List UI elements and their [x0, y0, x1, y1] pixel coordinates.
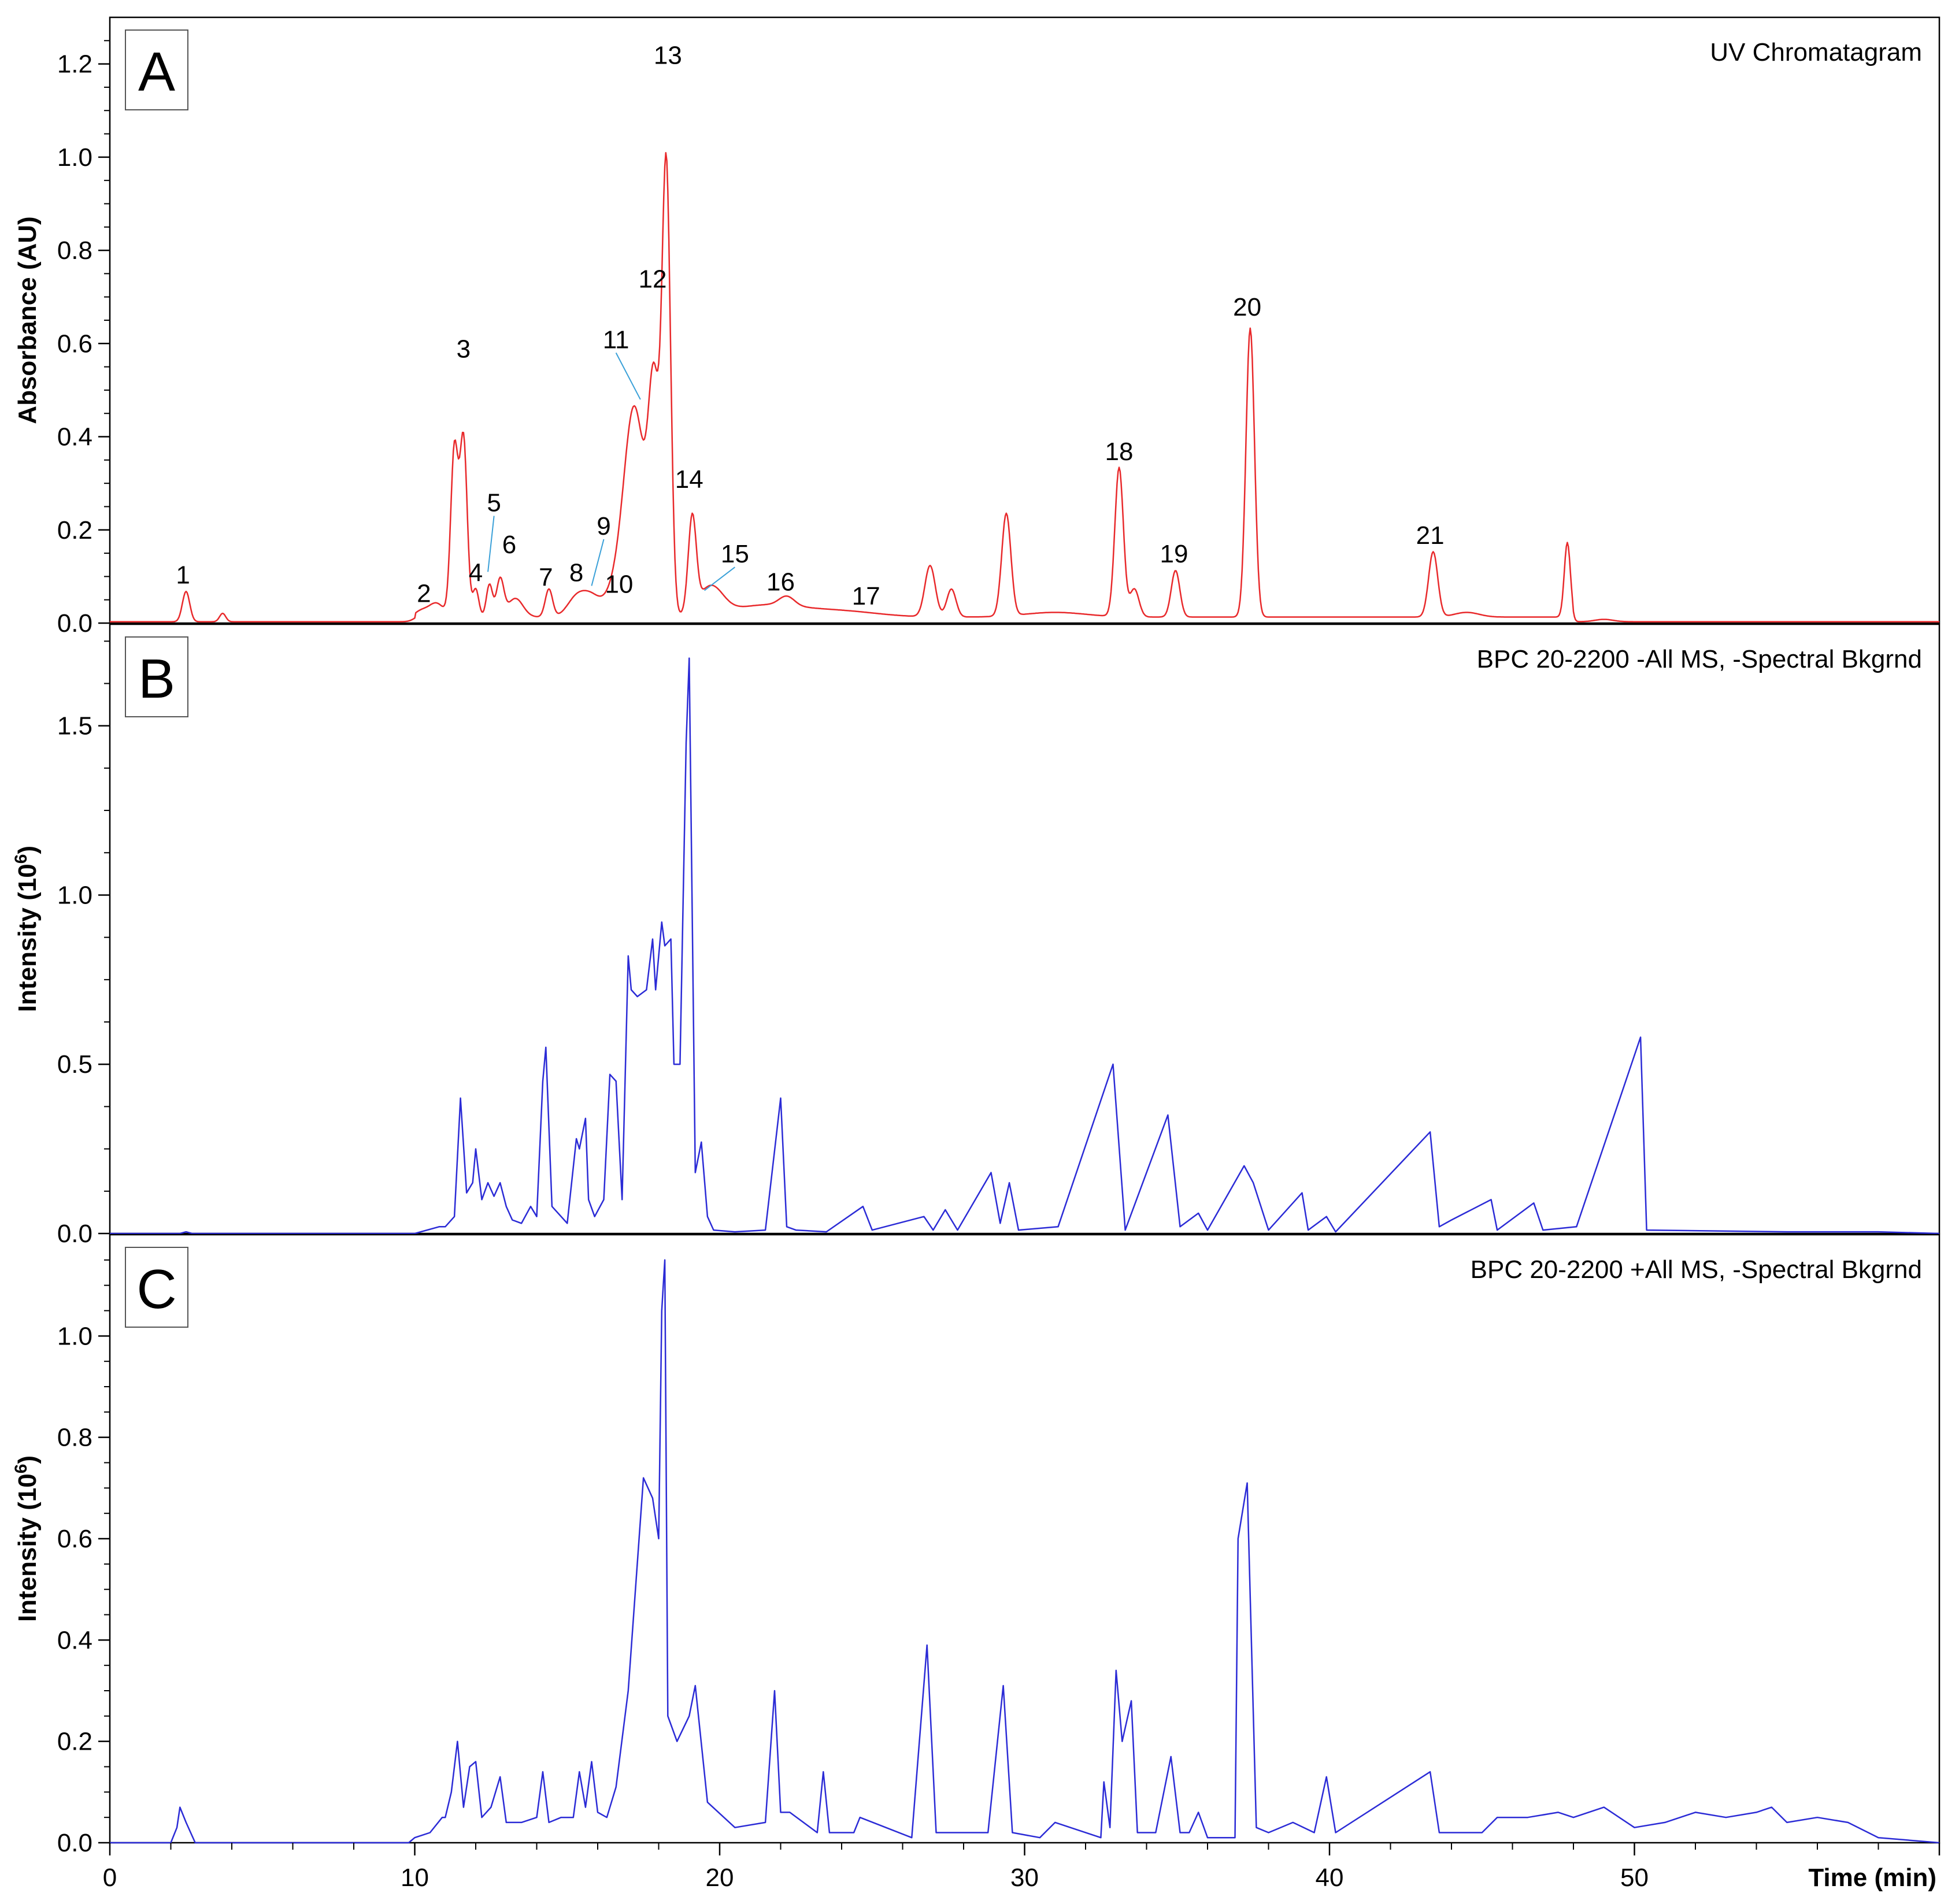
panel-title-c: BPC 20-2200 +All MS, -Spectral Bkgrnd [1471, 1255, 1922, 1284]
panel-letter-box-a [125, 29, 188, 110]
x-tick-label: 10 [401, 1864, 429, 1892]
y-tick-label-c: 1.0 [57, 1322, 92, 1350]
y-tick-label-b: 1.0 [57, 881, 92, 909]
panel-letter-b: B [138, 648, 175, 710]
y-tick-label-c: 0.4 [57, 1626, 92, 1654]
y-tick-label-b: 1.5 [57, 712, 92, 740]
peak-leader-line [591, 539, 605, 586]
peak-label-16: 16 [766, 568, 795, 597]
peak-label-13: 13 [654, 42, 682, 70]
panel-title-a: UV Chromatagram [1710, 38, 1922, 66]
peak-label-2: 2 [417, 580, 431, 608]
peak-label-14: 14 [675, 465, 703, 494]
peak-label-6: 6 [502, 531, 516, 559]
peak-label-21: 21 [1416, 521, 1445, 550]
plot-frame-a [109, 16, 1941, 624]
y-tick-label-a: 1.0 [57, 143, 92, 172]
peak-label-7: 7 [539, 564, 553, 592]
peak-label-4: 4 [469, 558, 483, 587]
plot-frame-c [109, 1233, 1941, 1844]
y-tick-label-c: 0.6 [57, 1525, 92, 1553]
y-tick-label-c: 0.0 [57, 1829, 92, 1857]
y-axis-label-a: Absorbance (AU) [13, 216, 42, 424]
x-axis: 0 10 20 30 40 50 Time (min) [103, 1843, 1941, 1892]
panel-a: 0.0 0.2 0.4 0.6 0.8 1.0 1.2 Absorbance (AU) UV C… [13, 16, 1941, 638]
plot-frame-b [109, 623, 1941, 1235]
x-tick-label: 50 [1620, 1864, 1649, 1892]
y-tick-label-a: 0.8 [57, 236, 92, 265]
peak-label-5: 5 [487, 489, 501, 517]
y-tick-label-a: 1.2 [57, 50, 92, 79]
peak-label-9: 9 [597, 512, 610, 540]
peak-label-10: 10 [605, 571, 633, 599]
panel-b: 0.0 0.5 1.0 1.5 Intensity (106) BPC 20-2200 -… [12, 623, 1941, 1248]
y-tick-label-b: 0.0 [57, 1220, 92, 1248]
y-tick-label-c: 0.2 [57, 1728, 92, 1756]
series-line-a [110, 152, 1939, 623]
peak-label-17: 17 [852, 582, 880, 610]
peak-label-12: 12 [638, 265, 666, 294]
panel-letter-box-b [125, 636, 188, 717]
y-axis-label-c: Intensity (106) [12, 1455, 42, 1622]
peak-label-15: 15 [721, 540, 749, 568]
peak-leader-line [487, 516, 495, 572]
y-tick-label-a: 0.6 [57, 329, 92, 358]
panel-c: 0.0 0.2 0.4 0.6 0.8 1.0 Intensity (106) BPC 20-… [12, 1233, 1941, 1857]
x-tick-label: 30 [1010, 1864, 1039, 1892]
y-tick-label-c: 0.8 [57, 1424, 92, 1452]
y-tick-label-a: 0.4 [57, 423, 92, 451]
peak-label-8: 8 [569, 558, 583, 587]
panel-letter-a: A [138, 41, 175, 103]
x-tick-label: 20 [706, 1864, 734, 1892]
peak-label-20: 20 [1233, 293, 1261, 321]
peak-label-19: 19 [1160, 540, 1188, 568]
peak-label-3: 3 [457, 335, 471, 363]
x-tick-label: 0 [103, 1864, 117, 1892]
series-line-c [110, 1259, 1940, 1844]
x-tick-label: 40 [1316, 1864, 1344, 1892]
peak-leader-line [704, 566, 735, 591]
panel-title-b: BPC 20-2200 -All MS, -Spectral Bkgrnd [1477, 645, 1922, 673]
peak-leader-line [615, 352, 641, 400]
peak-label-1: 1 [176, 561, 190, 589]
series-line-b [110, 657, 1940, 1235]
y-axis-label-b: Intensity (106) [12, 846, 42, 1012]
y-tick-label-b: 0.5 [57, 1050, 92, 1079]
x-axis-label: Time (min) [1808, 1864, 1936, 1892]
panel-letter-box-c [125, 1247, 188, 1328]
panel-letter-c: C [136, 1258, 176, 1320]
peak-label-11: 11 [603, 325, 629, 354]
y-tick-label-a: 0.2 [57, 516, 92, 544]
peak-label-18: 18 [1105, 438, 1134, 466]
y-tick-label-a: 0.0 [57, 609, 92, 638]
